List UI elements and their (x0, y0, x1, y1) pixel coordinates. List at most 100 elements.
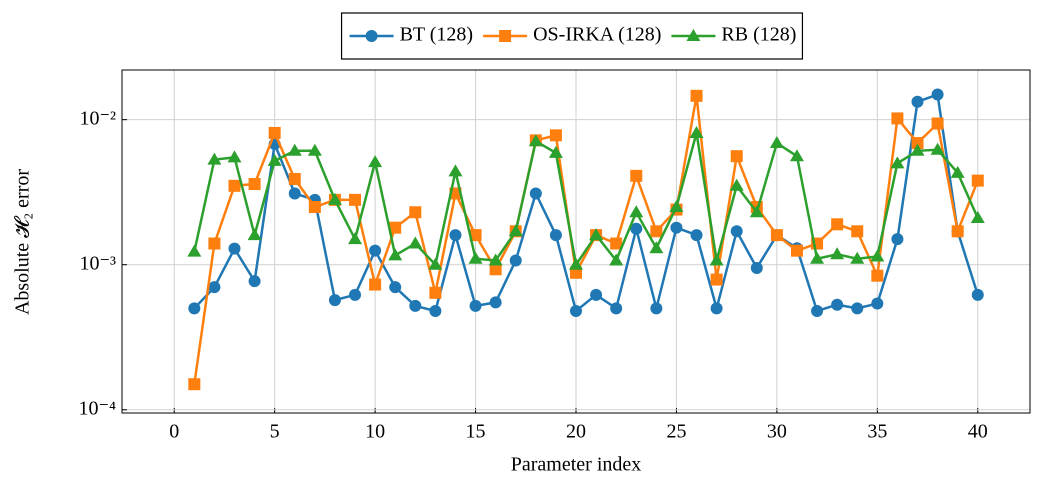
marker (409, 299, 422, 312)
marker (469, 299, 482, 312)
marker (610, 302, 623, 315)
marker (208, 237, 221, 250)
marker (369, 244, 382, 257)
marker (489, 263, 502, 276)
marker (590, 288, 603, 301)
marker (730, 225, 743, 238)
marker (891, 112, 904, 125)
marker (508, 224, 523, 237)
marker (548, 145, 563, 158)
marker (469, 229, 482, 242)
marker (709, 253, 724, 266)
marker (207, 152, 222, 165)
marker (871, 269, 884, 282)
marker (429, 304, 442, 317)
legend-marker (499, 30, 512, 42)
marker (228, 242, 241, 255)
x-axis-label: Parameter index (511, 454, 642, 476)
marker (188, 302, 201, 315)
marker (268, 126, 281, 139)
marker (891, 233, 904, 246)
marker (931, 88, 944, 101)
marker (710, 273, 723, 286)
legend-label: BT (128) (400, 24, 474, 46)
marker (730, 150, 743, 163)
marker (428, 257, 443, 270)
marker (610, 237, 623, 250)
marker (549, 129, 562, 142)
marker (468, 251, 483, 264)
marker (670, 221, 683, 234)
marker (750, 261, 763, 274)
legend-marker (365, 30, 378, 42)
marker (529, 187, 542, 200)
marker (749, 205, 764, 218)
marker (870, 249, 885, 262)
marker (951, 225, 964, 238)
marker (349, 193, 362, 206)
marker (851, 225, 864, 238)
legend: BT (128) OS-IRKA (128) RB (128) (340, 12, 804, 60)
marker (831, 298, 844, 311)
marker (509, 254, 522, 267)
marker (690, 89, 703, 102)
x-tick-label: 25 (666, 421, 686, 443)
plot-frame (121, 69, 1031, 414)
marker (811, 304, 824, 317)
x-tick-label: 5 (270, 421, 280, 443)
marker (288, 172, 301, 185)
marker (790, 244, 803, 257)
marker (488, 253, 503, 266)
marker (448, 164, 463, 177)
marker (971, 174, 984, 187)
marker (789, 149, 804, 162)
x-tick-label: 20 (566, 421, 586, 443)
marker (187, 244, 202, 257)
y-axis-label: Absolute 𝓗₂ error (12, 169, 34, 315)
legend-marker (686, 29, 701, 41)
marker (308, 200, 321, 213)
marker (528, 134, 543, 147)
marker (589, 228, 604, 241)
marker (710, 302, 723, 315)
series-line (193, 92, 979, 314)
marker (247, 228, 262, 241)
marker (570, 304, 582, 317)
marker (649, 241, 664, 254)
marker (830, 247, 845, 260)
y-tick-label: 10⁻⁴ (78, 397, 116, 419)
marker (810, 251, 825, 264)
y-tick-label: 10⁻³ (79, 252, 116, 274)
marker (971, 288, 984, 301)
marker (911, 137, 924, 150)
y-tick-label: 10⁻² (79, 107, 116, 129)
marker (248, 178, 261, 191)
marker (630, 222, 643, 235)
marker (970, 210, 985, 223)
marker (287, 143, 302, 156)
marker (328, 294, 341, 307)
x-tick-label: 10 (365, 421, 385, 443)
marker (630, 169, 643, 182)
marker (449, 229, 462, 242)
marker (267, 153, 282, 166)
marker (911, 95, 924, 108)
marker (950, 165, 965, 178)
marker (369, 278, 382, 291)
marker (248, 275, 261, 288)
marker (690, 229, 703, 242)
marker (770, 229, 783, 242)
marker (729, 178, 744, 191)
marker (228, 179, 241, 192)
marker (429, 286, 442, 299)
marker (327, 192, 342, 205)
legend-label: OS-IRKA (128) (533, 24, 661, 46)
x-tick-label: 15 (466, 421, 486, 443)
marker (288, 187, 301, 200)
marker (650, 225, 663, 238)
series-line (193, 132, 979, 268)
marker (931, 117, 944, 130)
marker (408, 236, 423, 249)
marker (669, 199, 684, 212)
